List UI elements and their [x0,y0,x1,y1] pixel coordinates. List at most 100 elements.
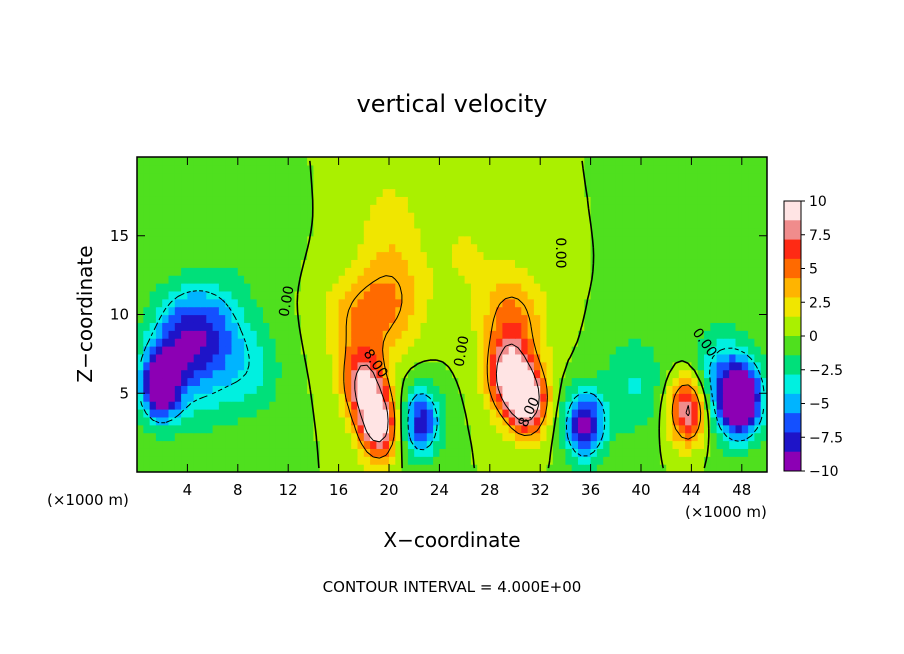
heat-cell [489,220,497,229]
heat-cell [571,180,579,190]
heat-cell [395,314,403,323]
heat-cell [483,456,491,465]
heat-cell [760,275,767,284]
heat-cell [704,377,711,386]
heat-cell [659,235,667,245]
heat-cell [414,346,422,355]
heat-cell [722,338,730,347]
heat-cell [401,251,409,260]
heat-cell [697,393,705,402]
heat-cell [225,275,233,284]
heat-cell [470,188,478,197]
heat-cell [596,346,604,355]
heat-cell [275,409,283,418]
heat-cell [559,393,566,402]
heat-cell [672,204,680,213]
heat-cell [729,424,737,434]
heat-cell [206,314,214,323]
heat-cell [326,385,333,394]
heat-cell [212,464,220,472]
heat-cell [363,220,371,229]
heat-cell [137,377,144,386]
heat-cell [596,267,604,276]
heat-cell [439,283,447,292]
heat-cell [477,330,485,339]
heat-cell [206,290,214,300]
heat-cell [590,220,598,229]
heat-cell [155,353,163,363]
heat-cell [212,172,220,182]
heat-cell [729,385,737,394]
heat-cell [540,235,548,245]
heat-cell [754,330,762,339]
heat-cell [401,338,409,347]
heat-cell [502,306,510,316]
heat-cell [584,385,592,394]
heat-cell [263,283,270,292]
heat-cell [338,180,346,190]
heat-cell [533,353,541,363]
heat-cell [704,204,711,213]
heat-cell [376,448,384,457]
heat-cell [628,172,636,182]
heat-cell [521,322,529,331]
heat-cell [319,353,327,363]
heat-cell [697,164,705,174]
heat-cell [571,424,579,434]
heat-cell [704,275,711,284]
heat-cell [206,416,214,426]
heat-cell [729,416,737,426]
heat-cell [300,409,308,418]
heat-cell [288,401,296,410]
heat-cell [634,188,642,197]
heat-cell [628,385,636,394]
heat-cell [149,235,157,245]
heat-cell [256,448,264,457]
heat-cell [559,235,566,245]
heat-cell [678,188,686,197]
heat-cell [584,314,592,323]
heat-cell [603,157,611,166]
heat-cell [722,220,730,229]
heat-cell [187,424,195,434]
heat-cell [344,227,352,237]
heat-cell [351,361,359,371]
heat-cell [187,353,195,363]
heat-cell [200,204,207,213]
heat-cell [647,330,655,339]
heat-cell [666,322,674,331]
heat-cell [193,314,201,323]
heat-cell [596,172,604,182]
heat-cell [407,424,415,434]
heat-cell [382,432,390,442]
heat-cell [206,456,214,465]
heat-cell [533,369,541,379]
heat-cell [244,220,251,229]
heat-cell [540,432,548,442]
heat-cell [659,330,667,339]
heat-cell [716,385,724,394]
heat-cell [521,212,529,221]
heat-cell [237,290,245,300]
heat-cell [445,251,453,260]
heat-cell [395,259,403,268]
heat-cell [382,322,390,331]
heat-cell [489,290,497,300]
heat-cell [552,432,560,442]
heat-cell [691,180,699,190]
heat-cell [420,416,428,426]
heat-cell [552,464,560,472]
heat-cell [704,385,711,394]
heat-cell [710,188,718,197]
heat-cell [162,227,170,237]
heat-cell [609,448,617,457]
heat-cell [200,172,207,182]
heat-cell [502,196,510,205]
heat-cell [609,267,617,276]
heat-cell [439,416,447,426]
heat-cell [218,432,226,442]
heat-cell [527,196,535,205]
heat-cell [376,204,384,213]
heat-cell [741,322,749,331]
heat-cell [502,424,510,434]
